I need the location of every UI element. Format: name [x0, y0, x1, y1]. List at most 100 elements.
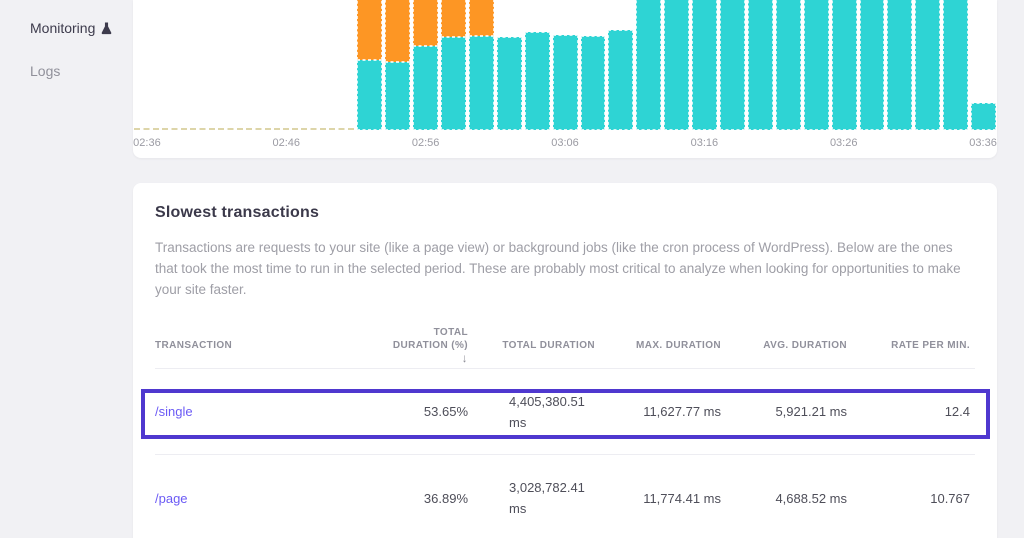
chart-bar-stub: [189, 128, 215, 130]
chart-bar-normal-segment: [608, 30, 634, 130]
sidebar: Monitoring Logs: [0, 0, 133, 538]
total-duration-pct-cell: 53.65%: [423, 404, 468, 419]
x-axis-tick-label: 02:36: [133, 137, 161, 149]
sidebar-item-monitoring[interactable]: Monitoring: [0, 16, 133, 40]
chart-bar[interactable]: [413, 0, 438, 130]
chart-bar-normal-segment: [524, 32, 550, 130]
chart-bar-normal-segment: [692, 0, 718, 130]
table-row: /page 36.89% 3,028,782.41 ms 11,774.41 ms 4,…: [155, 455, 975, 538]
chart-x-axis: 02:36 02:46 02:56 03:06 03:16 03:26 03:36: [133, 130, 997, 158]
chart-bar-normal-segment: [468, 36, 494, 130]
chart-bar-normal-segment: [413, 46, 438, 130]
chart-bar[interactable]: [301, 128, 327, 130]
x-axis-tick-label: 03:26: [829, 137, 858, 149]
max-duration-cell: 11,774.41 ms: [643, 490, 721, 506]
total-duration-cell: 4,405,380.51 ms: [509, 393, 585, 430]
chart-bar[interactable]: [161, 128, 187, 130]
x-axis-tick-label: 03:36: [969, 137, 997, 149]
chart-bar-normal-segment: [385, 62, 411, 130]
panel-title: Slowest transactions: [155, 204, 320, 221]
chart-bar[interactable]: [747, 0, 773, 130]
main-content: 02:36 02:46 02:56 03:06 03:16 03:26 03:36 Slow…: [133, 0, 997, 538]
chart-bar-normal-segment: [887, 0, 913, 130]
chart-bar[interactable]: [134, 128, 159, 130]
total-duration-cell: 3,028,782.41 ms: [509, 480, 585, 516]
chart-bar-normal-segment: [859, 0, 885, 130]
chart-bar-normal-segment: [552, 35, 578, 130]
column-header-avg-duration[interactable]: AVG. DURATION: [763, 340, 847, 351]
chart-bar-slow-segment: [468, 0, 494, 36]
slowest-transactions-card: Slowest transactions Transactions are re…: [133, 183, 997, 538]
chart-bar[interactable]: [273, 128, 299, 130]
chart-bar[interactable]: [217, 128, 243, 130]
chart-bar-normal-segment: [803, 0, 829, 130]
chart-bar[interactable]: [943, 0, 969, 130]
sidebar-item-logs[interactable]: Logs: [0, 59, 133, 83]
chart-bar[interactable]: [552, 35, 578, 130]
total-duration-pct-cell: 36.89%: [423, 490, 468, 506]
chart-bar[interactable]: [189, 128, 215, 130]
chart-bar-normal-segment: [636, 0, 662, 130]
chart-bar-normal-segment: [580, 36, 606, 130]
chart-bar-slow-segment: [440, 0, 466, 37]
column-header-transaction[interactable]: TRANSACTION: [155, 340, 233, 351]
transaction-link[interactable]: /single: [155, 404, 193, 419]
chart-bar[interactable]: [385, 0, 411, 130]
sidebar-item-label: Logs: [30, 63, 61, 79]
chart-bar[interactable]: [440, 0, 466, 130]
chart-bar[interactable]: [887, 0, 913, 130]
chart-bar-normal-segment: [496, 37, 522, 130]
rate-per-min-cell: 10.767: [930, 490, 970, 506]
chart-bar-normal-segment: [440, 37, 466, 130]
chart-bar[interactable]: [524, 32, 550, 130]
transaction-link[interactable]: /page: [155, 490, 188, 506]
table-body: /single 53.65% 4,405,380.51 ms 11,627.77 ms…: [141, 369, 990, 538]
chart-bar[interactable]: [664, 0, 690, 130]
x-axis-tick-label: 02:56: [411, 137, 440, 149]
chart-bar-stub: [329, 128, 355, 130]
chart-bar[interactable]: [803, 0, 829, 130]
chart-bar-normal-segment: [357, 60, 383, 130]
chart-bar[interactable]: [720, 0, 745, 130]
chart-bar[interactable]: [831, 0, 857, 130]
chart-bar[interactable]: [692, 0, 718, 130]
chart-bar-normal-segment: [971, 103, 997, 130]
chart-bar-normal-segment: [915, 0, 941, 130]
chart-bar-stub: [273, 128, 299, 130]
chart-bar-slow-segment: [357, 0, 383, 60]
panel-description: Transactions are requests to your site (…: [155, 240, 961, 297]
chart-bar[interactable]: [580, 36, 606, 130]
chart-bar[interactable]: [971, 103, 997, 130]
column-header-rate-per-min[interactable]: RATE PER MIN.: [891, 340, 970, 351]
chart-bar[interactable]: [245, 128, 271, 130]
chart-bar-normal-segment: [943, 0, 969, 130]
max-duration-cell: 11,627.77 ms: [643, 404, 721, 419]
chart-bar-stub: [161, 128, 187, 130]
column-header-total-duration-pct[interactable]: TOTAL DURATION (%)↓: [392, 326, 468, 365]
chart-bar[interactable]: [329, 128, 355, 130]
chart-bar[interactable]: [775, 0, 801, 130]
chart-bar[interactable]: [859, 0, 885, 130]
chart-bar-slow-segment: [413, 0, 438, 46]
avg-duration-cell: 5,921.21 ms: [775, 404, 847, 419]
chart-bar[interactable]: [636, 0, 662, 130]
x-axis-tick-label: 02:46: [272, 137, 301, 149]
chart-bar[interactable]: [496, 37, 522, 130]
x-axis-tick-label: 03:06: [551, 137, 579, 149]
chart-bar-stub: [217, 128, 243, 130]
chart-bar[interactable]: [608, 30, 634, 130]
response-time-chart[interactable]: [133, 0, 997, 130]
chart-bar[interactable]: [357, 0, 383, 130]
chart-bar-normal-segment: [664, 0, 690, 130]
sidebar-item-label: Monitoring: [30, 20, 96, 36]
chart-bar-stub: [245, 128, 271, 130]
column-header-total-duration[interactable]: TOTAL DURATION: [502, 340, 595, 351]
chart-bar-normal-segment: [747, 0, 773, 130]
column-header-max-duration[interactable]: MAX. DURATION: [635, 340, 721, 351]
table-header: TRANSACTION TOTAL DURATION (%)↓ TOTAL DU…: [155, 323, 975, 369]
sort-desc-icon[interactable]: ↓: [461, 350, 468, 365]
chart-bar[interactable]: [468, 0, 494, 130]
flask-icon: [102, 22, 112, 34]
avg-duration-cell: 4,688.52 ms: [775, 490, 847, 506]
chart-bar[interactable]: [915, 0, 941, 130]
